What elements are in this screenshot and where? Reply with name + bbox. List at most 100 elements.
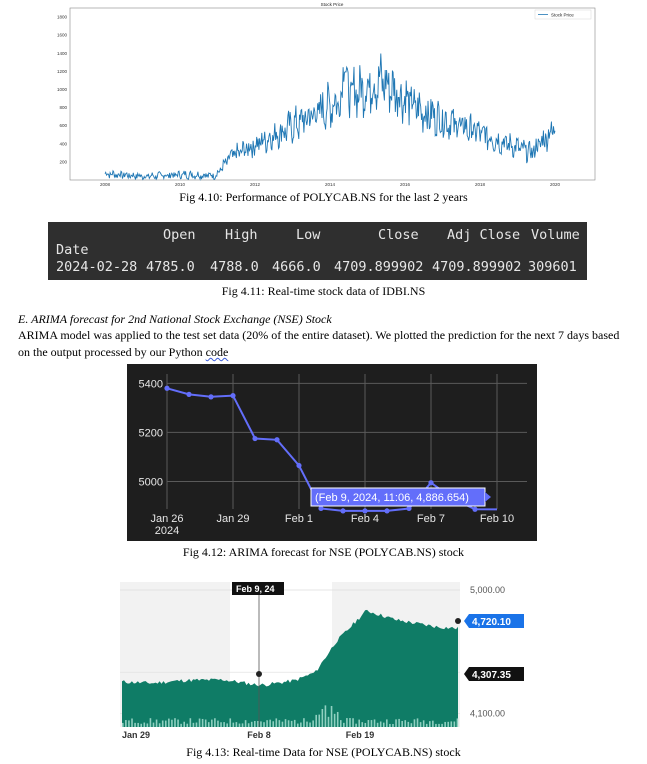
fig410-x-tick-label: 2012 (250, 182, 261, 187)
fig413-volume-bar (275, 718, 278, 727)
fig413-volume-bar (263, 722, 265, 727)
fig413-volume-bar (450, 721, 453, 727)
fig413-volume-bar (207, 722, 210, 727)
fig412-grid (166, 374, 527, 509)
fig413-volume-bar (284, 719, 287, 727)
table-header-volume: Volume (531, 227, 580, 243)
fig413-volume-bar (278, 720, 281, 727)
fig413-volume-bar (155, 719, 158, 727)
fig413-hover-price-badge: 4,307.35 (464, 667, 524, 681)
fig413-volume-bar (272, 721, 275, 727)
fig412-point (296, 462, 302, 469)
fig413-volume-bar (152, 722, 155, 727)
fig413-volume-bar (453, 721, 456, 727)
fig410-y-tick-label: 200 (59, 159, 67, 164)
fig413-volume-bars (122, 705, 459, 727)
fig410-x-tick-label: 2014 (325, 182, 336, 187)
fig413-volume-bar (140, 723, 143, 727)
fig413-x-tick-label: Jan 29 (122, 730, 150, 740)
fig413-volume-bar (223, 722, 225, 727)
fig413-volume-bar (174, 718, 176, 727)
fig413-volume-bar (146, 723, 149, 727)
fig413-volume-bar (306, 721, 308, 727)
fig412-x-tick-label: Feb 10 (480, 513, 514, 525)
fig412-caption: Fig 4.12: ARIMA forecast for NSE (POLYCA… (182, 545, 465, 559)
fig413-volume-bar (361, 722, 364, 727)
fig410-x-tick-label: 2010 (175, 182, 186, 187)
fig410-title: Stock Price (321, 2, 344, 7)
fig413-volume-bar (257, 720, 259, 727)
fig410-chart: Stock Price Stock Price 200 400 600 800 1000… (40, 0, 605, 190)
fig413-volume-bar (296, 723, 299, 727)
fig413-volume-bar (327, 716, 330, 727)
fig413-volume-bar (229, 718, 232, 727)
fig413-volume-bar (195, 722, 198, 727)
fig413-volume-bar (158, 723, 161, 727)
table-cell-open: 4785.0 (146, 259, 195, 275)
fig412-x-tick-label: Feb 4 (351, 513, 379, 525)
fig412-point (230, 393, 236, 399)
fig413-volume-bar (266, 720, 268, 727)
fig410-y-ticks: 200 400 600 800 1000 1200 1400 1600 1800 (57, 15, 68, 165)
fig413-volume-bar (247, 723, 250, 727)
fig413-volume-bar (358, 719, 360, 727)
fig413-volume-bar (444, 721, 446, 727)
fig413-volume-bar (186, 723, 189, 727)
fig413-hover-date-badge: Feb 9, 24 (232, 582, 284, 595)
fig410-x-tick-label: 2020 (550, 182, 561, 187)
fig413-volume-bar (349, 718, 351, 727)
fig412-point (164, 385, 170, 391)
fig413-volume-bar (238, 723, 241, 727)
fig413-volume-bar (352, 718, 354, 727)
fig413-volume-bar (287, 720, 290, 727)
fig412-point (186, 391, 192, 397)
fig413-volume-bar (300, 722, 302, 727)
fig413-last-price: 4,720.10 (472, 617, 511, 628)
fig413-volume-bar (441, 723, 443, 727)
fig410-caption: Fig 4.10: Performance of POLYCAB.NS for … (179, 190, 468, 204)
fig413-x-tick-label: Feb 19 (346, 730, 375, 740)
fig413-volume-bar (422, 720, 425, 727)
fig413-volume-bar (407, 721, 410, 727)
fig410-x-tick-label: 2016 (400, 182, 411, 187)
fig413-volume-bar (410, 723, 413, 727)
fig413-volume-bar (128, 720, 130, 727)
fig413-volume-bar (164, 720, 167, 727)
section-title: E. ARIMA forecast for 2nd National Stock… (18, 312, 332, 326)
table-header-low: Low (296, 227, 321, 243)
fig413-price-area (122, 609, 458, 727)
fig413-volume-bar (355, 723, 357, 727)
fig413-volume-bar (290, 720, 293, 727)
fig413-volume-bar (269, 719, 271, 727)
fig413-y-tick-label: 5,000.00 (470, 585, 505, 595)
fig413-chart: 4,100.004,400.005,000.00 Feb 9, 24 4,720… (120, 582, 525, 740)
fig413-volume-bar (201, 718, 204, 727)
fig412-point (362, 508, 368, 514)
fig413-volume-bar (204, 719, 207, 727)
fig413-volume-bar (435, 723, 437, 727)
section-body-code-word: code (205, 345, 229, 359)
fig413-volume-bar (309, 722, 311, 727)
fig412-x-tick-label: Feb 1 (285, 513, 313, 525)
fig412-point (318, 505, 324, 512)
fig413-volume-bar (379, 721, 382, 727)
fig410-x-tick-label: 2018 (475, 182, 486, 187)
fig413-volume-bar (429, 721, 431, 727)
fig412-y-tick-label: 5200 (139, 427, 163, 439)
fig413-volume-bar (177, 719, 179, 727)
fig413-volume-bar (226, 723, 228, 727)
fig413-volume-bar (398, 718, 400, 727)
fig413-volume-bar (364, 722, 367, 727)
fig410-y-tick-label: 600 (59, 123, 67, 128)
fig413-last-dot (455, 618, 461, 624)
fig413-volume-bar (321, 709, 324, 727)
fig413-volume-bar (333, 713, 336, 727)
fig413-volume-bar (386, 719, 388, 727)
fig413-volume-bar (389, 723, 391, 727)
fig413-volume-bar (432, 720, 434, 727)
fig413-volume-bar (214, 718, 216, 727)
fig413-volume-bar (293, 719, 296, 727)
fig413-hover-date: Feb 9, 24 (236, 584, 275, 594)
fig410-y-tick-label: 1200 (57, 69, 68, 74)
